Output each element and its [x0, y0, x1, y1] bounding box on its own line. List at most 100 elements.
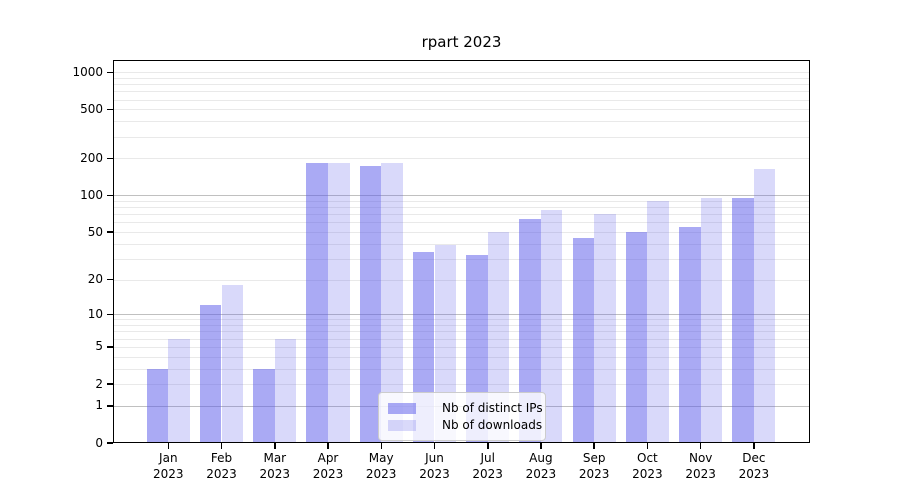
chart-title: rpart 2023 [421, 33, 502, 51]
minor-gridline [113, 232, 810, 233]
bar-distinct-ips [306, 162, 328, 443]
minor-gridline [113, 136, 810, 138]
x-tick-mark [220, 443, 223, 449]
y-tick-mark [107, 313, 113, 316]
legend-item: Nb of distinct IPs [388, 400, 543, 416]
x-tick-month: Apr [317, 451, 339, 465]
y-tick-label: 200 [80, 150, 103, 165]
legend-label: Nb of downloads [442, 418, 543, 432]
bar-distinct-ips [679, 227, 701, 443]
y-tick-mark [107, 231, 113, 233]
x-tick-label: May 2023 [349, 450, 413, 482]
x-tick-label: Feb 2023 [190, 450, 254, 482]
x-tick-year: 2023 [685, 467, 716, 481]
bar-distinct-ips [199, 305, 222, 443]
y-tick-label: 10 [87, 306, 103, 321]
x-tick-label: Apr 2023 [296, 450, 360, 482]
y-tick-mark [107, 278, 113, 281]
x-tick-month: Dec [742, 451, 766, 465]
minor-gridline [113, 72, 810, 74]
minor-gridline [113, 222, 810, 224]
minor-gridline [113, 356, 810, 358]
x-tick-year: 2023 [419, 467, 450, 481]
y-tick-mark [107, 194, 113, 197]
y-tick-mark [107, 405, 113, 407]
bar-downloads [328, 162, 350, 443]
y-tick-label: 20 [87, 272, 103, 287]
bar-distinct-ips [253, 368, 275, 443]
x-tick-year: 2023 [206, 467, 237, 481]
y-tick-label: 50 [87, 224, 103, 239]
minor-gridline [113, 121, 810, 123]
minor-gridline [113, 200, 810, 202]
minor-gridline [113, 384, 810, 385]
y-tick-label: 5 [95, 339, 103, 354]
y-tick-label: 2 [95, 376, 103, 391]
bar-downloads [540, 209, 563, 443]
plot-area [113, 60, 810, 443]
x-tick-mark [699, 443, 702, 449]
x-tick-mark [753, 443, 755, 449]
x-tick-mark [540, 443, 542, 449]
bar-downloads [647, 200, 669, 443]
x-tick-month: Nov [688, 451, 713, 465]
legend: Nb of distinct IPs Nb of downloads [378, 392, 546, 441]
x-tick-mark [433, 443, 436, 449]
y-tick-mark [107, 108, 113, 111]
x-tick-month: Jun [425, 451, 444, 465]
bar-distinct-ips [625, 232, 648, 443]
x-tick-label: Nov 2023 [669, 450, 733, 482]
legend-swatch-distinct-ips [388, 402, 416, 414]
minor-gridline [113, 99, 810, 101]
legend-item: Nb of downloads [388, 417, 542, 433]
x-tick-year: 2023 [525, 467, 557, 481]
minor-gridline [113, 319, 810, 321]
minor-gridline [113, 325, 810, 327]
minor-gridline [113, 84, 810, 86]
x-tick-label: Sep 2023 [562, 450, 626, 482]
x-tick-label: Aug 2023 [509, 450, 573, 482]
minor-gridline [113, 207, 810, 209]
x-tick-year: 2023 [578, 467, 610, 481]
y-tick-label: 1 [95, 398, 103, 413]
legend-swatch-downloads [388, 419, 416, 431]
x-tick-mark [327, 443, 329, 449]
x-tick-label: Jan 2023 [136, 450, 200, 482]
x-tick-mark [167, 443, 170, 449]
x-tick-label: Oct 2023 [615, 450, 679, 482]
bar-downloads [700, 198, 723, 443]
minor-gridline [113, 338, 810, 340]
x-tick-mark [646, 443, 649, 449]
bar-downloads [168, 338, 190, 443]
bar-downloads [487, 232, 510, 443]
minor-gridline [113, 158, 810, 160]
minor-gridline [113, 331, 810, 333]
bar-downloads [753, 168, 776, 443]
y-tick-mark [107, 71, 113, 73]
x-tick-year: 2023 [312, 467, 344, 481]
minor-gridline [113, 91, 810, 93]
y-tick-mark [107, 157, 113, 160]
minor-gridline [113, 368, 810, 370]
bar-distinct-ips [146, 368, 169, 443]
x-tick-label: Jun 2023 [403, 450, 467, 482]
x-tick-year: 2023 [153, 467, 184, 481]
x-tick-month: Mar [263, 451, 287, 465]
bar-downloads [594, 214, 616, 443]
x-tick-label: Dec 2023 [722, 450, 786, 482]
bar-distinct-ips [519, 219, 541, 443]
x-tick-month: Oct [637, 451, 658, 465]
bar-downloads [381, 162, 403, 443]
x-tick-year: 2023 [738, 467, 770, 481]
x-tick-month: May [368, 451, 394, 465]
bar-distinct-ips [359, 165, 382, 443]
bar-distinct-ips [732, 197, 754, 443]
minor-gridline [113, 279, 810, 281]
bar-downloads [274, 338, 297, 443]
y-tick-label: 500 [80, 101, 103, 116]
x-tick-mark [380, 443, 382, 449]
x-tick-month: Aug [529, 451, 553, 465]
x-tick-year: 2023 [632, 467, 663, 481]
y-tick-label: 0 [95, 435, 103, 450]
x-tick-year: 2023 [472, 467, 503, 481]
